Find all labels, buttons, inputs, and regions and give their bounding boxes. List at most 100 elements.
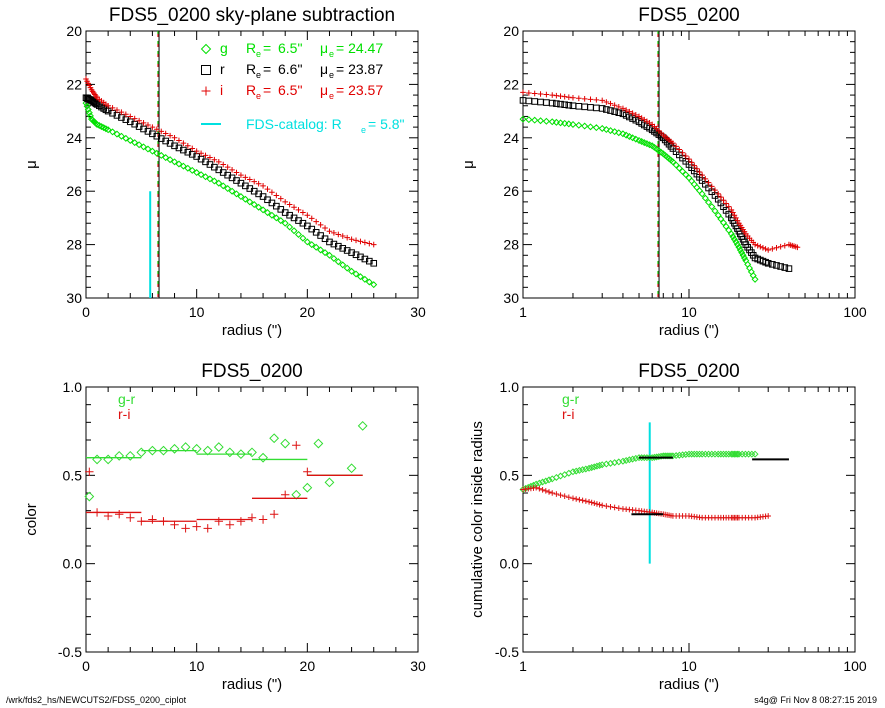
p2-point-g [602,126,610,134]
p1-point-r [188,151,196,158]
p1-point-i [229,167,235,173]
p3-series-r-i [85,441,312,533]
p1-point-g [193,169,201,177]
p4-legend-g-r: g-r [562,391,579,407]
p1-point-g [325,251,333,259]
p1-point-g [294,230,302,238]
p3-point-g-r [191,443,202,454]
p1-point-i [353,237,359,244]
p2-point-g [525,116,533,124]
p2-point-g [575,121,583,129]
p4-point-r-i [615,505,622,511]
p1-point-i [114,107,120,113]
p3-point-r-i [115,510,124,519]
p1-legend-re-sub: e [256,49,261,59]
p1-point-i [127,113,134,120]
p1-legend-re-label: R [246,61,256,77]
p1-point-g [308,241,316,249]
p4-point-r-i [557,492,564,498]
p1-point-g [157,151,165,159]
p1-point-i [362,239,368,246]
p4-point-g-r [632,454,640,462]
p1-point-g [175,160,183,168]
p3-series-g-r [84,420,368,502]
p2-ytick-label: 26 [503,183,519,199]
p1-point-g [126,136,134,144]
p1-point-g [109,128,117,136]
p1-panel: FDS5_0200 sky-plane subtraction 0 10 20 30 20… [23,5,426,339]
p1-legend-mu-label: μ [320,82,328,98]
p4-point-g-r [682,450,690,458]
p1-point-i [224,164,231,170]
p2-point-r [607,107,614,114]
p1-point-i [105,102,111,109]
p2-point-g [537,117,545,125]
p1-point-i [238,172,244,178]
p1-point-i [246,176,253,183]
p2-point-g [622,131,630,139]
p3-point-g-r [169,443,180,454]
p4-ytick-label: 1.0 [500,379,520,395]
p1-legend-re-value: 6.5" [278,82,302,98]
p2-point-g [730,235,738,243]
p1-point-i [176,137,182,144]
p4-point-g-r [588,464,596,472]
p1-title: FDS5_0200 sky-plane subtraction [109,5,395,26]
p4-point-g-r [751,450,759,458]
p2-point-r [593,104,600,112]
p4-ytick-label: 0.0 [500,556,520,572]
p3-xtick-label: 20 [300,658,316,674]
p1-point-g [117,132,125,140]
p2-point-r [785,265,793,272]
p4-point-r-i [611,504,618,511]
p1-point-r [343,247,351,254]
p1-point-g [317,246,325,254]
p2-point-g [740,254,748,262]
p1-point-i [109,105,116,111]
p4-point-g-r [722,450,730,458]
p4-point-g-r [672,452,680,460]
p2-ytick-label: 22 [503,76,519,92]
p3-point-g-r [357,420,368,431]
p2-point-g [729,233,737,241]
p3-point-g-r [258,452,268,463]
p1-point-g [370,281,378,289]
p2-point-g [682,171,690,179]
p4-xtick-label: 10 [681,658,697,674]
p3-point-r-i [269,510,279,519]
p3-point-g-r [147,445,158,456]
p3-point-g-r [324,477,335,488]
p4-ylabel: cumulative color inside radius [469,421,486,618]
p1-point-i [145,122,151,128]
p1-xtick-label: 0 [82,304,90,320]
p2-point-g [619,130,627,138]
p1-point-g [246,198,254,206]
p1-point-g [334,258,342,266]
p2-point-i [526,90,532,96]
p1-ytick-label: 26 [66,183,82,199]
p4-frame [522,386,856,653]
p1-point-i [348,236,355,243]
p3-point-r-i [236,517,246,526]
p2-point-i [543,91,550,98]
p1-point-g [166,156,174,164]
p3-frame [85,386,419,653]
p2-point-g [561,119,569,127]
p2-point-i [581,96,588,102]
p2-series-r [519,97,793,272]
p4-point-g-r [619,457,627,465]
p2-point-g [632,135,640,143]
p2-point-g [625,132,633,140]
p4-point-g-r [685,450,693,458]
p3-point-g-r [247,447,257,458]
p1-point-g [188,166,196,174]
p1-legend-marker-r [201,65,211,75]
p4-point-r-i [596,501,603,508]
p1-point-g [272,214,280,222]
p1-legend-band-i: i [220,82,223,98]
p1-point-g [268,211,276,219]
p1-point-g [255,203,263,211]
p4-ytick-label: -0.5 [495,644,519,660]
p4-point-g-r [590,463,598,471]
p1-point-r [180,146,187,154]
